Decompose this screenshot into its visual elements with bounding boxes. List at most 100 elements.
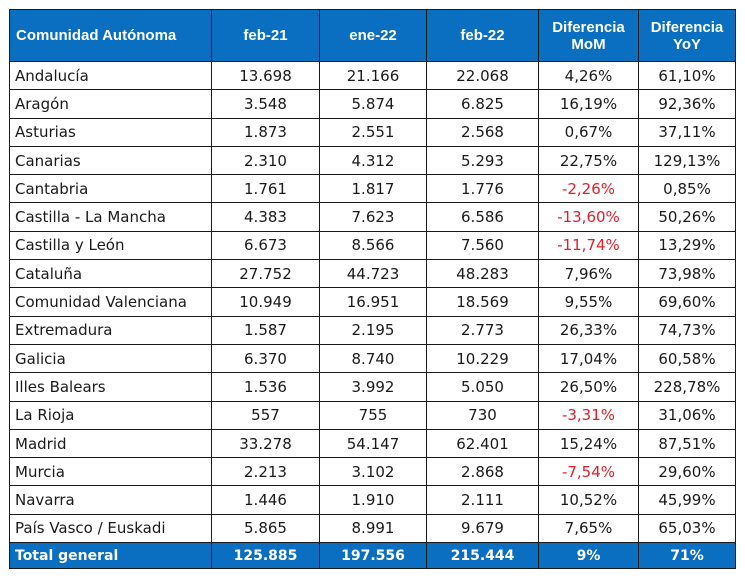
cell-feb-21: 1.587 <box>211 315 320 345</box>
cell-feb-21: 3.548 <box>211 89 320 119</box>
cell-diferencia-mom: 0,67% <box>538 117 639 147</box>
header-yoy-line2: YoY <box>672 35 702 53</box>
cell-ene-22: 3.992 <box>319 372 427 402</box>
cell-ene-22: 755 <box>319 400 427 430</box>
table-row: Navarra 1.446 1.910 2.111 10,52% 45,99% <box>9 485 736 515</box>
header-ene-22: ene-22 <box>319 9 427 62</box>
cell-diferencia-yoy: 74,73% <box>638 315 736 345</box>
header-mom-line2: MoM <box>571 35 606 53</box>
cell-feb-22: 18.569 <box>426 287 539 317</box>
cell-comunidad: Navarra <box>9 485 212 515</box>
cell-feb-21: 2.213 <box>211 457 320 487</box>
cell-feb-21: 2.310 <box>211 145 320 176</box>
cell-feb-21: 4.383 <box>211 202 320 232</box>
total-feb-21: 125.885 <box>211 542 320 570</box>
cell-comunidad: Cataluña <box>9 259 212 289</box>
cell-diferencia-mom: 7,96% <box>538 259 639 289</box>
cell-feb-22: 1.776 <box>426 174 539 204</box>
cell-ene-22: 8.566 <box>319 230 427 261</box>
cell-diferencia-mom: 26,50% <box>538 372 639 402</box>
cell-diferencia-yoy: 69,60% <box>638 287 736 317</box>
header-comunidad: Comunidad Autónoma <box>9 9 212 62</box>
cell-diferencia-yoy: 73,98% <box>638 259 736 289</box>
cell-diferencia-yoy: 29,60% <box>638 457 736 487</box>
cell-comunidad: Extremadura <box>9 315 212 345</box>
cell-feb-22: 7.560 <box>426 230 539 261</box>
cell-diferencia-mom: -7,54% <box>538 457 639 487</box>
table-row: Cataluña 27.752 44.723 48.283 7,96% 73,98% <box>9 259 736 289</box>
cell-comunidad: Castilla y León <box>9 230 212 261</box>
cell-feb-22: 48.283 <box>426 259 539 289</box>
cell-diferencia-mom: 7,65% <box>538 513 639 544</box>
cell-feb-22: 730 <box>426 400 539 430</box>
cell-diferencia-yoy: 0,85% <box>638 174 736 204</box>
total-yoy: 71% <box>638 542 736 570</box>
table-row: Aragón 3.548 5.874 6.825 16,19% 92,36% <box>9 89 736 119</box>
cell-comunidad: La Rioja <box>9 400 212 430</box>
cell-ene-22: 5.874 <box>319 89 427 119</box>
header-row: Comunidad Autónoma feb-21 ene-22 feb-22 … <box>9 9 736 62</box>
cell-diferencia-yoy: 92,36% <box>638 89 736 119</box>
table-row: País Vasco / Euskadi 5.865 8.991 9.679 7,65%… <box>9 513 736 544</box>
cell-ene-22: 54.147 <box>319 428 427 459</box>
cell-diferencia-mom: 16,19% <box>538 89 639 119</box>
cell-feb-22: 5.293 <box>426 145 539 176</box>
cell-feb-21: 6.673 <box>211 230 320 261</box>
cell-feb-22: 5.050 <box>426 372 539 402</box>
cell-feb-21: 1.873 <box>211 117 320 147</box>
cell-feb-21: 6.370 <box>211 343 320 374</box>
cell-feb-22: 6.586 <box>426 202 539 232</box>
cell-feb-22: 6.825 <box>426 89 539 119</box>
cell-ene-22: 44.723 <box>319 259 427 289</box>
cell-diferencia-yoy: 50,26% <box>638 202 736 232</box>
table-row: Cantabria 1.761 1.817 1.776 -2,26% 0,85% <box>9 174 736 204</box>
cell-comunidad: Madrid <box>9 428 212 459</box>
cell-diferencia-mom: -3,31% <box>538 400 639 430</box>
cell-diferencia-yoy: 61,10% <box>638 60 736 91</box>
cell-ene-22: 21.166 <box>319 60 427 91</box>
cell-comunidad: Castilla - La Mancha <box>9 202 212 232</box>
cell-comunidad: Galicia <box>9 343 212 374</box>
cell-comunidad: Cantabria <box>9 174 212 204</box>
cell-feb-21: 1.446 <box>211 485 320 515</box>
cell-feb-21: 13.698 <box>211 60 320 91</box>
total-row: Total general 125.885 197.556 215.444 9%… <box>9 542 736 570</box>
cell-diferencia-mom: 26,33% <box>538 315 639 345</box>
table-body: Andalucía 13.698 21.166 22.068 4,26% 61,10% Ar… <box>9 60 736 544</box>
table-row: Madrid 33.278 54.147 62.401 15,24% 87,51% <box>9 428 736 459</box>
header-mom-line1: Diferencia <box>552 18 625 36</box>
table-row: Canarias 2.310 4.312 5.293 22,75% 129,13% <box>9 145 736 176</box>
cell-diferencia-mom: 10,52% <box>538 485 639 515</box>
cell-diferencia-mom: -13,60% <box>538 202 639 232</box>
cell-feb-21: 1.761 <box>211 174 320 204</box>
data-table: Comunidad Autónoma feb-21 ene-22 feb-22 … <box>9 9 736 570</box>
total-label: Total general <box>9 542 212 570</box>
cell-feb-22: 10.229 <box>426 343 539 374</box>
total-ene-22: 197.556 <box>319 542 427 570</box>
cell-feb-22: 2.868 <box>426 457 539 487</box>
cell-feb-21: 557 <box>211 400 320 430</box>
cell-feb-21: 5.865 <box>211 513 320 544</box>
cell-feb-21: 27.752 <box>211 259 320 289</box>
cell-feb-21: 33.278 <box>211 428 320 459</box>
cell-diferencia-yoy: 87,51% <box>638 428 736 459</box>
cell-diferencia-mom: 15,24% <box>538 428 639 459</box>
cell-feb-22: 9.679 <box>426 513 539 544</box>
header-diferencia-yoy: Diferencia YoY <box>638 9 736 62</box>
cell-feb-22: 2.568 <box>426 117 539 147</box>
cell-feb-22: 2.773 <box>426 315 539 345</box>
cell-diferencia-yoy: 13,29% <box>638 230 736 261</box>
cell-diferencia-yoy: 60,58% <box>638 343 736 374</box>
table-row: Comunidad Valenciana 10.949 16.951 18.569 9,… <box>9 287 736 317</box>
table-row: La Rioja 557 755 730 -3,31% 31,06% <box>9 400 736 430</box>
cell-diferencia-mom: 4,26% <box>538 60 639 91</box>
cell-feb-21: 1.536 <box>211 372 320 402</box>
cell-comunidad: Asturias <box>9 117 212 147</box>
cell-comunidad: País Vasco / Euskadi <box>9 513 212 544</box>
cell-feb-22: 22.068 <box>426 60 539 91</box>
cell-diferencia-mom: -2,26% <box>538 174 639 204</box>
cell-ene-22: 8.991 <box>319 513 427 544</box>
cell-ene-22: 16.951 <box>319 287 427 317</box>
cell-ene-22: 2.195 <box>319 315 427 345</box>
table-row: Extremadura 1.587 2.195 2.773 26,33% 74,73% <box>9 315 736 345</box>
